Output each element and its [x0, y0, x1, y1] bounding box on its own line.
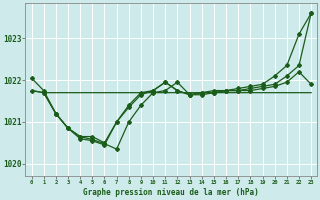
X-axis label: Graphe pression niveau de la mer (hPa): Graphe pression niveau de la mer (hPa): [84, 188, 259, 197]
